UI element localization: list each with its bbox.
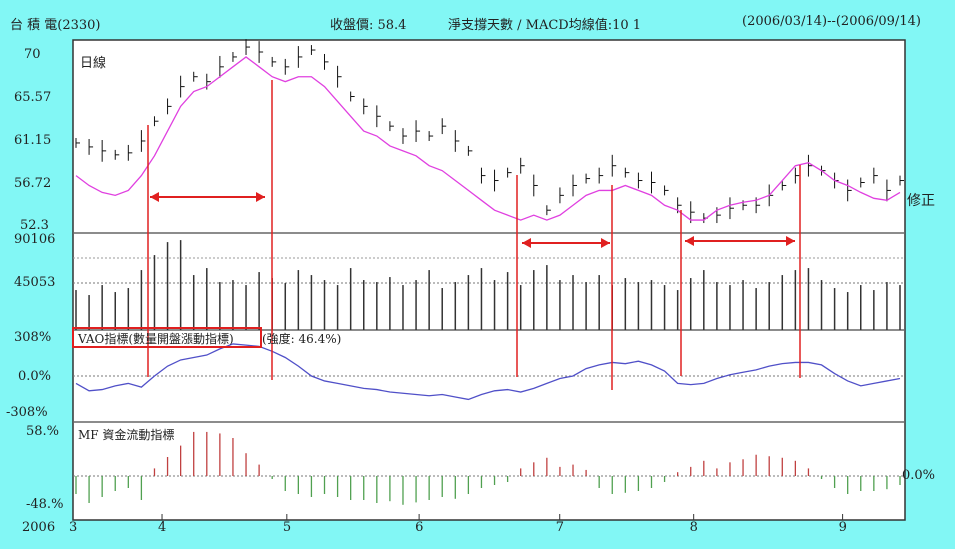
vao-highlight-box [72, 327, 262, 348]
xtick-month: 3 [69, 520, 78, 535]
close-price: 收盤價: 58.4 [330, 18, 407, 33]
vao-strength: (強度: 46.4%) [262, 332, 342, 346]
price-panel-title: 日線 [80, 56, 107, 71]
mf-panel-title: MF 資金流動指標 [78, 428, 175, 442]
correction-label: 修正 [907, 193, 935, 209]
arrow-head-right [601, 238, 610, 248]
ytick-vao-1: 0.0% [18, 369, 52, 384]
date-range: (2006/03/14)--(2006/09/14) [742, 14, 921, 29]
xtick-month: 7 [555, 520, 564, 535]
ytick-price-3: 56.72 [14, 176, 52, 191]
ytick-vol-0: 90106 [14, 232, 56, 247]
arrow-head-left [522, 238, 531, 248]
ytick-vol-1: 45053 [14, 275, 56, 290]
ytick-mf-zero: 0.0% [902, 468, 936, 483]
arrow-head-left [685, 236, 694, 246]
vao-line [75, 343, 901, 401]
moving-average-line [75, 56, 901, 221]
xtick-month: 9 [838, 520, 847, 535]
arrow-head-right [256, 192, 265, 202]
vao-panel-title: VAO指標(數量開盤漲動指標) [78, 332, 234, 346]
ytick-price-4: 52.3 [20, 218, 49, 233]
xtick-month: 8 [689, 520, 698, 535]
ytick-price-0: 70 [24, 47, 41, 62]
ytick-vao-2: -308% [6, 405, 48, 420]
xtick-month: 5 [282, 520, 292, 535]
xtick-month: 6 [415, 520, 424, 535]
ytick-price-2: 61.15 [14, 133, 52, 148]
ytick-mf-0: 58.% [26, 424, 60, 439]
indicator-value: 淨支撐天數 / MACD均線值:10 1 [448, 18, 642, 33]
xtick-month: 4 [158, 520, 167, 535]
plot-area [72, 39, 906, 521]
arrow-head-right [786, 236, 795, 246]
ytick-price-1: 65.57 [14, 90, 52, 105]
xaxis-year: 2006 [22, 520, 56, 535]
arrow-head-left [150, 192, 159, 202]
stock-title: 台 積 電(2330) [10, 18, 101, 33]
ytick-vao-0: 308% [14, 330, 52, 345]
ytick-mf-1: -48.% [26, 497, 64, 512]
